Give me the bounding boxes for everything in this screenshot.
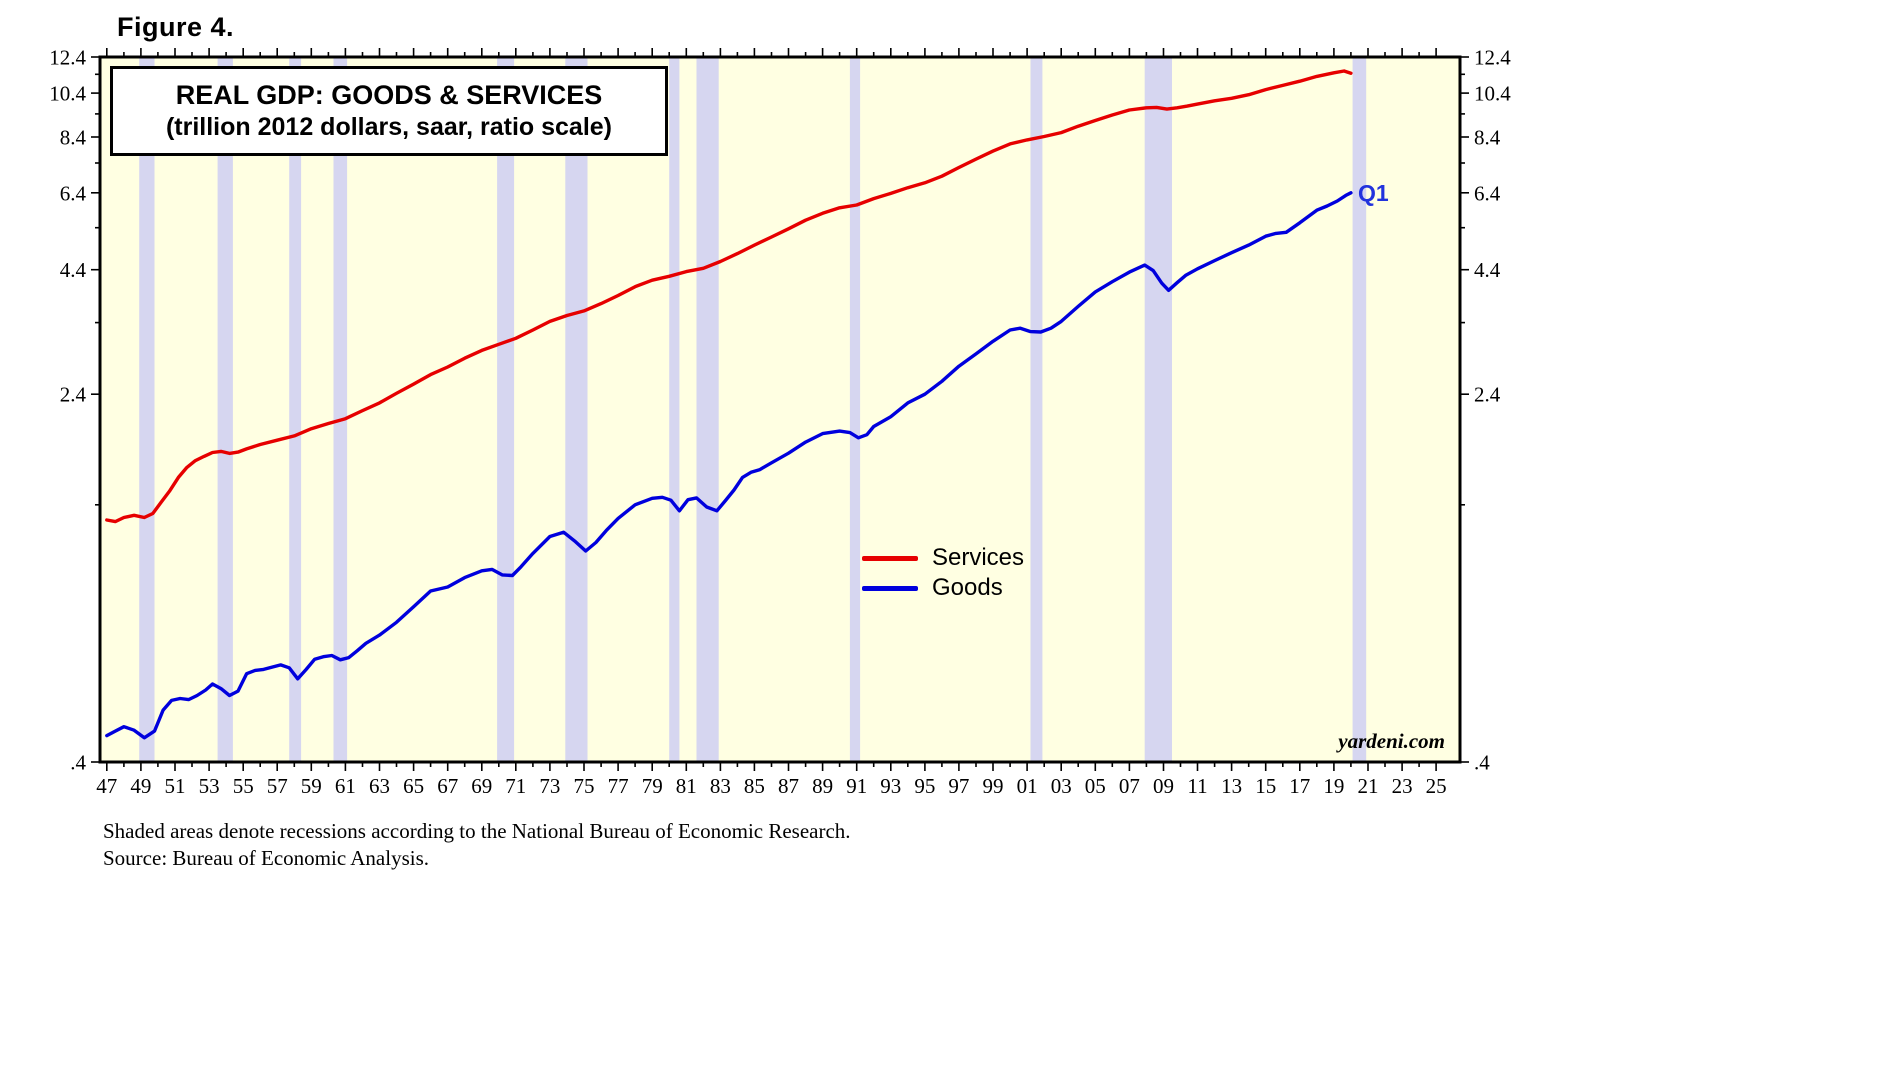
chart-title: REAL GDP: GOODS & SERVICES bbox=[175, 80, 603, 110]
svg-text:93: 93 bbox=[880, 774, 901, 798]
svg-text:4.4: 4.4 bbox=[1474, 258, 1501, 282]
svg-text:51: 51 bbox=[165, 774, 186, 798]
footnote-recessions: Shaded areas denote recessions according… bbox=[103, 819, 851, 843]
footnotes: Shaded areas denote recessions according… bbox=[103, 818, 851, 872]
svg-text:09: 09 bbox=[1153, 774, 1174, 798]
svg-text:67: 67 bbox=[437, 774, 458, 798]
svg-text:07: 07 bbox=[1119, 774, 1140, 798]
svg-text:69: 69 bbox=[471, 774, 492, 798]
svg-text:2.4: 2.4 bbox=[60, 383, 87, 407]
svg-text:8.4: 8.4 bbox=[60, 126, 87, 150]
svg-text:2.4: 2.4 bbox=[1474, 383, 1501, 407]
svg-text:81: 81 bbox=[676, 774, 697, 798]
watermark-yardeni: yardeni.com bbox=[1338, 729, 1445, 753]
svg-text:23: 23 bbox=[1392, 774, 1413, 798]
svg-text:97: 97 bbox=[948, 774, 969, 798]
svg-text:6.4: 6.4 bbox=[60, 181, 87, 205]
svg-text:57: 57 bbox=[267, 774, 288, 798]
svg-text:.4: .4 bbox=[70, 751, 86, 775]
legend-item-services: Services bbox=[862, 543, 1024, 573]
svg-text:10.4: 10.4 bbox=[49, 82, 86, 106]
svg-text:95: 95 bbox=[914, 774, 935, 798]
svg-text:79: 79 bbox=[642, 774, 663, 798]
footnote-source: Source: Bureau of Economic Analysis. bbox=[103, 846, 430, 870]
svg-text:47: 47 bbox=[96, 774, 117, 798]
svg-text:01: 01 bbox=[1017, 774, 1038, 798]
svg-text:73: 73 bbox=[539, 774, 560, 798]
svg-text:59: 59 bbox=[301, 774, 322, 798]
svg-text:05: 05 bbox=[1085, 774, 1106, 798]
legend-label-goods: Goods bbox=[932, 574, 1003, 601]
svg-text:89: 89 bbox=[812, 774, 833, 798]
svg-text:8.4: 8.4 bbox=[1474, 126, 1501, 150]
legend-item-goods: Goods bbox=[862, 573, 1024, 603]
svg-text:11: 11 bbox=[1187, 774, 1207, 798]
svg-text:85: 85 bbox=[744, 774, 765, 798]
svg-text:.4: .4 bbox=[1474, 751, 1490, 775]
svg-text:12.4: 12.4 bbox=[49, 46, 86, 70]
svg-text:63: 63 bbox=[369, 774, 390, 798]
chart-title-box: REAL GDP: GOODS & SERVICES (trillion 201… bbox=[110, 66, 668, 156]
svg-text:83: 83 bbox=[710, 774, 731, 798]
gdp-chart: .4 .4 2.4 2.4 4.4 4.4 6.4 6.4 8.4 8.4 10.4 10.4 12.4… bbox=[49, 46, 1511, 799]
svg-text:87: 87 bbox=[778, 774, 799, 798]
svg-text:10.4: 10.4 bbox=[1474, 82, 1511, 106]
svg-text:61: 61 bbox=[335, 774, 356, 798]
svg-text:77: 77 bbox=[608, 774, 629, 798]
svg-text:17: 17 bbox=[1289, 774, 1310, 798]
svg-text:13: 13 bbox=[1221, 774, 1242, 798]
svg-text:65: 65 bbox=[403, 774, 424, 798]
legend: Services Goods bbox=[862, 543, 1024, 603]
series-end-label-q1: Q1 bbox=[1358, 180, 1389, 206]
chart-subtitle: (trillion 2012 dollars, saar, ratio scal… bbox=[165, 113, 613, 141]
gdp-line-chart-canvas: .4 .4 2.4 2.4 4.4 4.4 6.4 6.4 8.4 8.4 10.4 10.4 12.4… bbox=[49, 46, 1511, 799]
svg-text:71: 71 bbox=[505, 774, 526, 798]
svg-text:49: 49 bbox=[130, 774, 151, 798]
svg-text:15: 15 bbox=[1255, 774, 1276, 798]
svg-text:25: 25 bbox=[1426, 774, 1447, 798]
svg-text:19: 19 bbox=[1323, 774, 1344, 798]
svg-text:12.4: 12.4 bbox=[1474, 46, 1511, 70]
svg-text:55: 55 bbox=[233, 774, 254, 798]
goods-line-swatch bbox=[862, 585, 918, 591]
svg-text:75: 75 bbox=[574, 774, 595, 798]
svg-text:91: 91 bbox=[846, 774, 867, 798]
svg-text:21: 21 bbox=[1358, 774, 1379, 798]
svg-text:6.4: 6.4 bbox=[1474, 181, 1501, 205]
svg-text:99: 99 bbox=[983, 774, 1004, 798]
legend-label-services: Services bbox=[932, 544, 1025, 571]
svg-text:53: 53 bbox=[199, 774, 220, 798]
services-line-swatch bbox=[862, 555, 918, 561]
svg-text:03: 03 bbox=[1051, 774, 1072, 798]
figure-label: Figure 4. bbox=[117, 12, 235, 42]
svg-text:4.4: 4.4 bbox=[60, 258, 87, 282]
